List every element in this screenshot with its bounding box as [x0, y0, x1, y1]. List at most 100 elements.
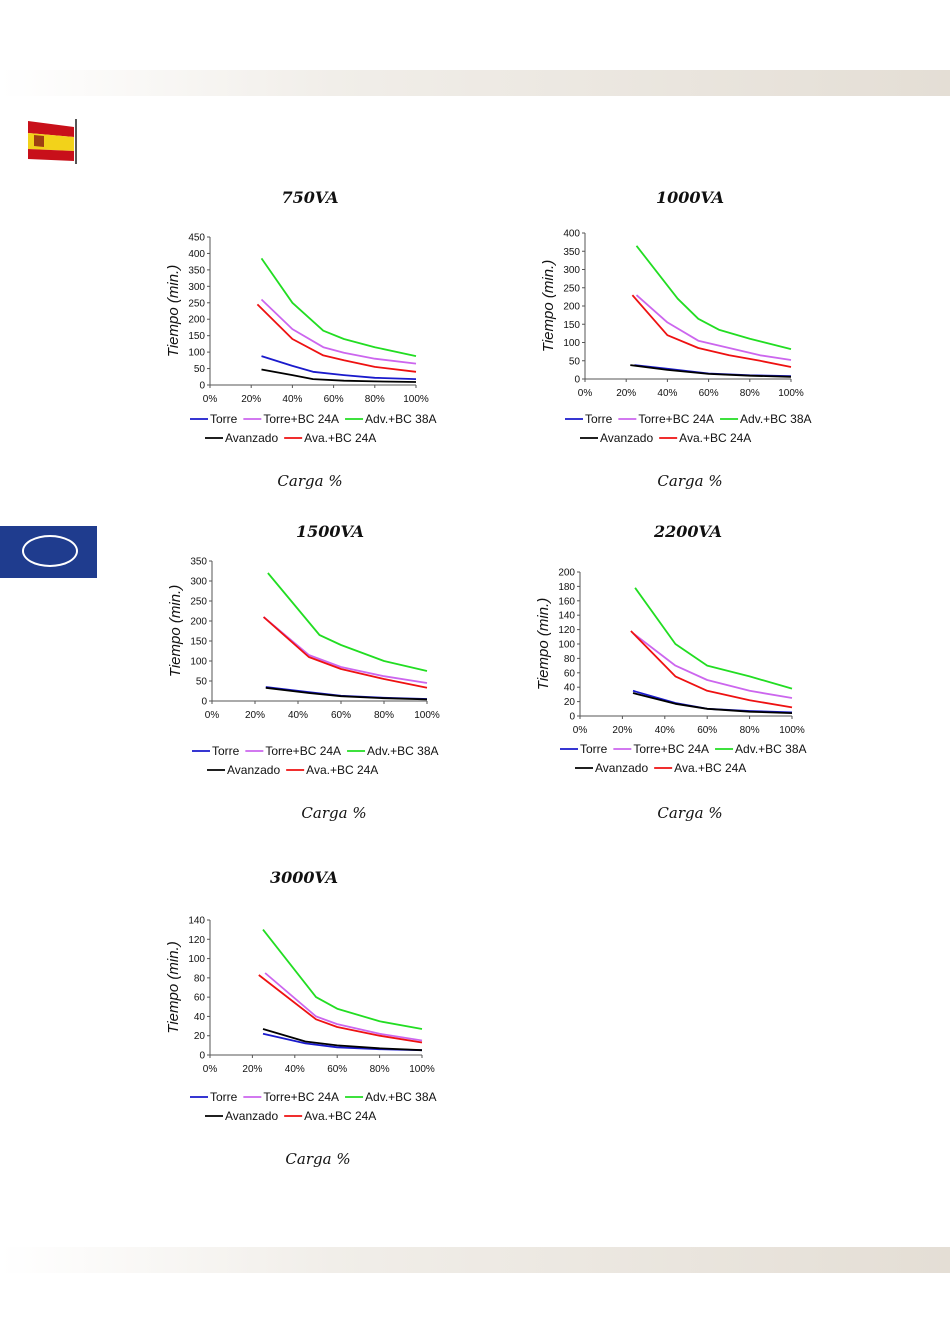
y-tick-label: 50: [196, 677, 208, 688]
x-tick-label: 20%: [245, 710, 265, 721]
y-tick-label: 180: [558, 582, 575, 593]
y-tick-label: 400: [188, 249, 205, 260]
x-tick-label: 100%: [414, 710, 440, 721]
x-tick-label: 100%: [409, 1064, 435, 1075]
y-tick-label: 80: [564, 654, 576, 665]
y-tick-label: 200: [190, 617, 207, 628]
series-line-avanzado: [262, 1028, 423, 1052]
legend-label: Torre: [212, 744, 240, 758]
x-tick-label: 40%: [282, 394, 302, 405]
chart-3000va: 0 20 40 60 80 100 120 140 0% 20% 40% 60% 80% 100% Tiem…: [165, 916, 437, 1124]
y-tick-label: 100: [188, 348, 205, 359]
y-tick-label: 50: [194, 364, 206, 375]
chart-title-750va: 750VA: [281, 188, 339, 207]
x-tick-label: 20%: [612, 725, 632, 736]
chart-title-2200va: 2200VA: [653, 522, 723, 541]
x-axis-title-1500va: Carga %: [301, 804, 367, 822]
series-line-ava-bc-24a: [263, 616, 428, 689]
chart-2200va: 0 20 40 60 80 100 120 140 160 180 200 0% 20% 40% 60% 80…: [535, 568, 807, 776]
y-tick-label: 200: [558, 568, 575, 579]
series-line-ava-bc-24a: [630, 630, 793, 709]
y-tick-label: 150: [563, 320, 580, 331]
legend-label: Torre: [580, 742, 608, 756]
x-tick-label: 40%: [657, 388, 677, 399]
series-line-avanzado: [632, 692, 793, 714]
x-tick-label: 60%: [331, 710, 351, 721]
series-line-avanzado: [265, 686, 428, 701]
top-header-band: [0, 70, 950, 96]
y-tick-label: 20: [194, 1031, 206, 1042]
series-line-adv-bc-38a: [634, 587, 793, 690]
legend-label: Avanzado: [595, 761, 648, 775]
y-axis-title: Tiempo (min.): [167, 585, 184, 677]
legend-label: Torre+BC 24A: [633, 742, 709, 756]
legend-label: Avanzado: [225, 1109, 278, 1123]
legend-label: Torre+BC 24A: [263, 412, 339, 426]
legend-label: Adv.+BC 38A: [365, 412, 436, 426]
series-line-avanzado: [630, 364, 792, 378]
x-axis-title-1000va: Carga %: [657, 472, 723, 490]
y-tick-label: 250: [190, 597, 207, 608]
y-tick-label: 400: [563, 229, 580, 240]
y-tick-label: 300: [563, 265, 580, 276]
y-tick-label: 120: [188, 935, 205, 946]
series-line-adv-bc-38a: [635, 245, 792, 350]
x-tick-label: 100%: [778, 388, 804, 399]
x-tick-label: 0%: [573, 725, 588, 736]
x-tick-label: 60%: [699, 388, 719, 399]
y-tick-label: 40: [564, 683, 576, 694]
y-tick-label: 150: [188, 331, 205, 342]
legend-label: Adv.+BC 38A: [365, 1090, 436, 1104]
x-tick-label: 40%: [655, 725, 675, 736]
legend-label: Torre+BC 24A: [638, 412, 714, 426]
x-tick-label: 80%: [365, 394, 385, 405]
chart-750va: 0 50 100 150 200 250 300 350 400 450 0% 20% 40% 60% 80…: [165, 233, 437, 446]
x-tick-label: 40%: [288, 710, 308, 721]
chart-title-1000va: 1000VA: [655, 188, 725, 207]
legend-label: Avanzado: [225, 431, 278, 445]
y-tick-label: 140: [188, 916, 205, 927]
y-tick-label: 200: [563, 302, 580, 313]
y-axis-title: Tiempo (min.): [165, 265, 182, 357]
chart-1000va: 0 50 100 150 200 250 300 350 400 0% 20% 40% 60% 80% 10…: [540, 229, 812, 446]
y-tick-label: 60: [564, 668, 576, 679]
series-line-torre-bc-24a: [635, 294, 792, 361]
series-line-adv-bc-38a: [267, 572, 428, 672]
y-tick-label: 0: [569, 712, 575, 723]
y-tick-label: 140: [558, 611, 575, 622]
y-tick-label: 100: [563, 338, 580, 349]
y-tick-label: 0: [201, 697, 207, 708]
legend-label: Adv.+BC 38A: [740, 412, 811, 426]
legend-label: Torre+BC 24A: [265, 744, 341, 758]
x-tick-label: 20%: [616, 388, 636, 399]
legend-label: Avanzado: [600, 431, 653, 445]
series-line-ava-bc-24a: [631, 294, 792, 368]
bottom-footer-band: [0, 1247, 950, 1273]
y-tick-label: 100: [188, 954, 205, 965]
y-tick-label: 0: [574, 375, 580, 386]
y-tick-label: 300: [190, 577, 207, 588]
x-tick-label: 100%: [779, 725, 805, 736]
x-tick-label: 60%: [697, 725, 717, 736]
y-tick-label: 0: [199, 1051, 205, 1062]
spain-flag-icon: [28, 119, 77, 164]
y-tick-label: 350: [190, 557, 207, 568]
legend-label: Avanzado: [227, 763, 280, 777]
y-tick-label: 350: [563, 247, 580, 258]
series-line-torre-bc-24a: [263, 616, 428, 684]
x-tick-label: 100%: [403, 394, 429, 405]
legend-label: Adv.+BC 38A: [367, 744, 438, 758]
x-tick-label: 80%: [370, 1064, 390, 1075]
language-tab: [0, 526, 97, 578]
y-tick-label: 0: [199, 381, 205, 392]
legend-label: Torre: [585, 412, 613, 426]
x-tick-label: 80%: [740, 725, 760, 736]
legend-label: Torre: [210, 412, 238, 426]
legend-label: Ava.+BC 24A: [306, 763, 378, 777]
legend-label: Adv.+BC 38A: [735, 742, 806, 756]
chart-title-1500va: 1500VA: [295, 522, 365, 541]
y-tick-label: 250: [563, 283, 580, 294]
series-line-ava-bc-24a: [258, 974, 423, 1044]
y-tick-label: 200: [188, 315, 205, 326]
x-tick-label: 60%: [324, 394, 344, 405]
